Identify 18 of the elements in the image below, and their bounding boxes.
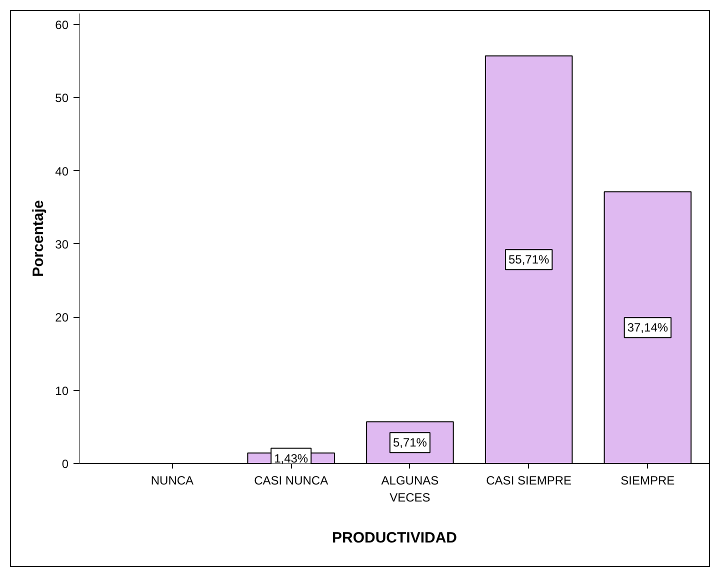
y-tick-label: 10 xyxy=(55,384,69,398)
y-tick-label: 0 xyxy=(62,457,69,471)
x-tick-label: SIEMPRE xyxy=(620,474,675,488)
y-tick-label: 50 xyxy=(55,91,69,106)
y-tick-label: 40 xyxy=(55,164,69,178)
data-label: 5,71% xyxy=(392,436,428,450)
y-tick-label: 20 xyxy=(55,310,69,325)
x-tick-label: CASI NUNCA xyxy=(254,474,328,488)
y-tick-label: 60 xyxy=(55,18,69,32)
data-label: 1,43% xyxy=(274,451,308,466)
x-tick-label: ALGUNAS VECES xyxy=(381,474,439,504)
y-axis-title: Porcentaje xyxy=(30,200,48,277)
x-tick-label: NUNCA xyxy=(150,474,194,488)
data-label: 55,71% xyxy=(508,252,550,267)
x-axis-title: PRODUCTIVIDAD xyxy=(332,529,458,546)
y-tick-label: 30 xyxy=(55,237,69,252)
x-tick-label: CASI SIEMPRE xyxy=(486,474,572,488)
data-label: 37,14% xyxy=(627,320,668,335)
